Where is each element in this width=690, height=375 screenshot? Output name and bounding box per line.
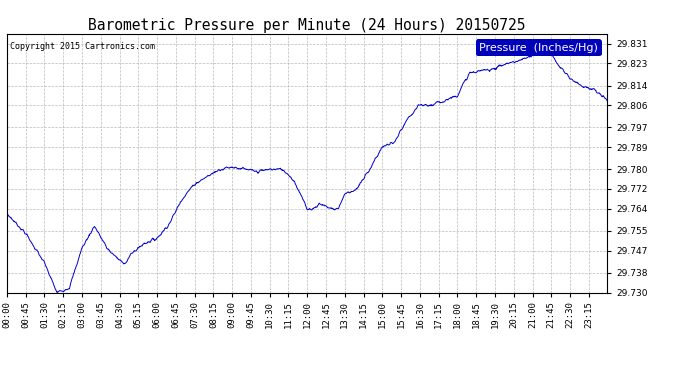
Legend: Pressure  (Inches/Hg): Pressure (Inches/Hg): [476, 39, 602, 56]
Text: Copyright 2015 Cartronics.com: Copyright 2015 Cartronics.com: [10, 42, 155, 51]
Pressure  (Inches/Hg): [53, 290, 61, 295]
Pressure  (Inches/Hg): [3, 211, 11, 216]
Pressure  (Inches/Hg): [137, 244, 145, 249]
Pressure  (Inches/Hg): [122, 260, 130, 265]
Pressure  (Inches/Hg): [401, 121, 409, 126]
Pressure  (Inches/Hg): [603, 99, 611, 103]
Line: Pressure  (Inches/Hg): Pressure (Inches/Hg): [7, 45, 607, 292]
Pressure  (Inches/Hg): [532, 51, 540, 55]
Pressure  (Inches/Hg): [479, 68, 487, 72]
Title: Barometric Pressure per Minute (24 Hours) 20150725: Barometric Pressure per Minute (24 Hours…: [88, 18, 526, 33]
Pressure  (Inches/Hg): [204, 173, 212, 178]
Pressure  (Inches/Hg): [540, 42, 549, 47]
